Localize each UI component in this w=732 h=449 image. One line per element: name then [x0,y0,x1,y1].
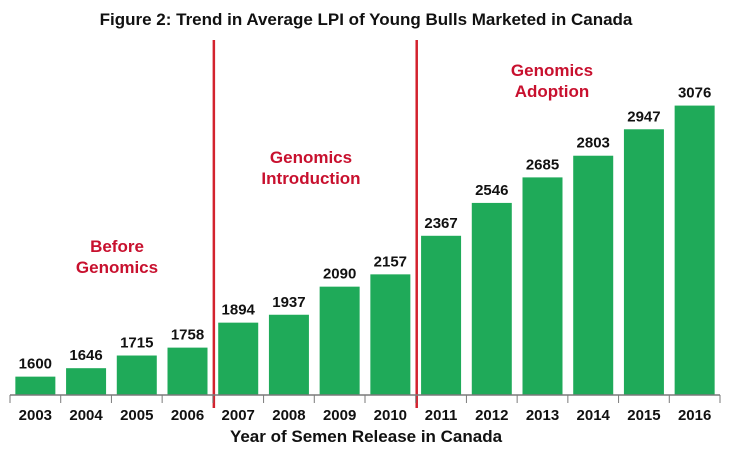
tick-label-2008: 2008 [272,407,305,424]
value-label-2007: 1894 [222,302,256,319]
value-label-2012: 2546 [475,182,508,199]
bar-2003 [15,376,56,395]
tick-label-2006: 2006 [171,407,204,424]
x-axis-label: Year of Semen Release in Canada [230,427,503,446]
value-label-2016: 3076 [678,85,711,102]
x-tick-marks [9,395,721,403]
value-label-2008: 1937 [272,294,305,311]
tick-label-2009: 2009 [323,407,356,424]
tick-label-2014: 2014 [577,407,611,424]
bar-2010 [370,274,411,395]
bar-2009 [319,286,360,395]
annotation-genomics-adoption: Genomics Adoption [511,61,593,101]
era-dividers [212,40,418,408]
x-tick-labels: 2003 2004 2005 2006 2007 2008 2009 2010 2011 2012… [19,407,712,424]
bar-2011 [421,235,462,395]
tick-label-2015: 2015 [627,407,660,424]
bar-2015 [623,129,664,395]
value-label-2005: 1715 [120,335,153,352]
tick-label-2004: 2004 [69,407,103,424]
bar-2008 [268,314,309,395]
annotation-genomics-introduction: Genomics Introduction [261,148,360,188]
value-label-2003: 1600 [19,356,52,373]
bar-2014 [573,155,614,395]
annotations-group: Before Genomics Genomics Introduction Genomi… [76,61,593,277]
tick-label-2003: 2003 [19,407,52,424]
value-label-2014: 2803 [577,135,610,152]
tick-label-2005: 2005 [120,407,153,424]
chart-title: Figure 2: Trend in Average LPI of Young … [100,10,633,29]
bar-2007 [218,322,259,395]
value-label-2010: 2157 [374,253,407,270]
bar-2013 [522,177,563,395]
bar-2005 [116,355,157,395]
tick-label-2011: 2011 [425,407,458,424]
value-labels-group: 1600 1646 1715 1758 1894 1937 2090 2157 2367 2546… [19,85,712,373]
value-label-2011: 2367 [424,215,457,232]
tick-label-2013: 2013 [526,407,559,424]
bar-2016 [674,105,715,396]
tick-label-2007: 2007 [222,407,255,424]
bar-2012 [471,202,512,395]
tick-label-2016: 2016 [678,407,711,424]
bar-2006 [167,347,208,395]
tick-label-2010: 2010 [374,407,407,424]
value-label-2009: 2090 [323,266,356,283]
value-label-2006: 1758 [171,327,204,344]
bar-2004 [66,368,107,395]
value-label-2015: 2947 [627,108,660,125]
value-label-2013: 2685 [526,156,559,173]
bars-group [15,105,715,396]
tick-label-2012: 2012 [475,407,508,424]
annotation-before-genomics: Before Genomics [76,237,158,277]
value-label-2004: 1646 [69,347,102,364]
